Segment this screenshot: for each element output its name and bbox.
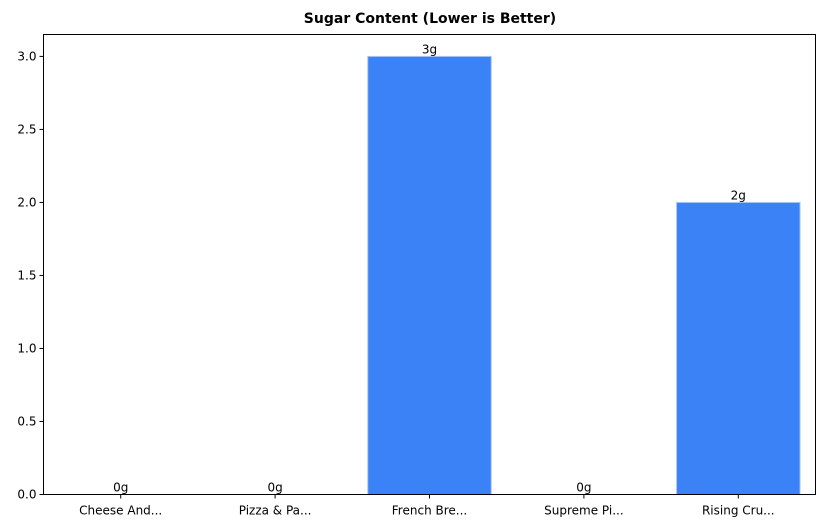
y-tick-label: 0.0 <box>17 488 36 502</box>
x-tick-label: Rising Cru... <box>702 504 775 518</box>
x-tick-label: Supreme Pi... <box>544 504 624 518</box>
y-tick-label: 0.5 <box>17 414 36 428</box>
x-tick-label: French Bre... <box>392 504 467 518</box>
y-tick-label: 2.5 <box>17 122 36 136</box>
x-tick-label: Cheese And... <box>79 504 162 518</box>
y-tick-label: 3.0 <box>17 49 36 63</box>
bar <box>676 201 801 496</box>
y-tick-label: 1.0 <box>17 341 36 355</box>
bar-value-label: 3g <box>422 42 437 56</box>
plot-area: 0g 0g 3g 0g 2g <box>43 34 816 496</box>
y-tick-label: 1.5 <box>17 268 36 282</box>
x-tick-label: Pizza & Pa... <box>239 504 312 518</box>
bars-group <box>367 55 801 496</box>
bar-value-label: 0g <box>576 481 591 495</box>
chart-title: Sugar Content (Lower is Better) <box>304 11 556 27</box>
bar-value-label: 2g <box>731 188 746 202</box>
bar-value-label: 0g <box>113 481 128 495</box>
data-labels-group: 0g 0g 3g 0g 2g <box>113 42 746 494</box>
y-axis: 0.0 0.5 1.0 1.5 2.0 2.5 3.0 <box>17 49 44 502</box>
x-axis: Cheese And... Pizza & Pa... French Bre... S… <box>79 494 775 518</box>
bar <box>367 55 492 496</box>
y-tick-label: 2.0 <box>17 195 36 209</box>
bar-value-label: 0g <box>267 481 282 495</box>
